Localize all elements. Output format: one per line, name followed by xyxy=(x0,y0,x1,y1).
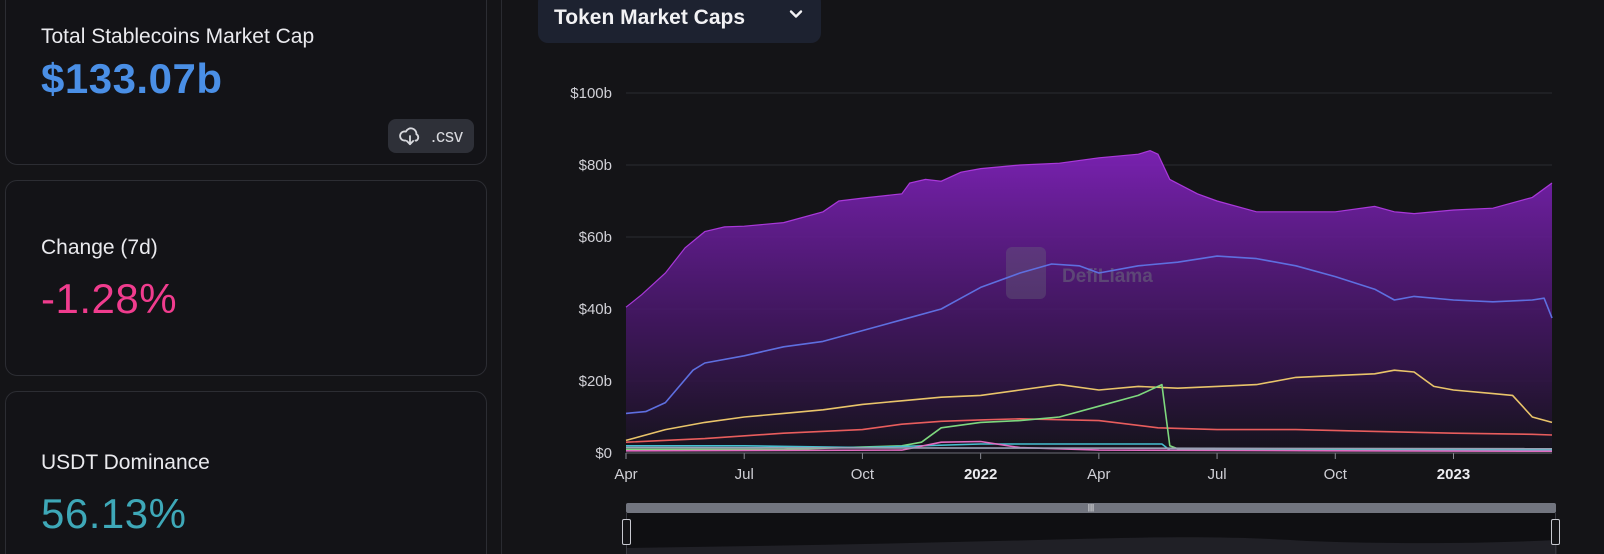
market-cap-card: Total Stablecoins Market Cap $133.07b .c… xyxy=(5,0,487,165)
watermark: DefiLlama xyxy=(1006,247,1153,299)
x-tick-label: Jul xyxy=(1207,466,1226,483)
y-tick-label: $60b xyxy=(579,229,612,246)
series-line-6 xyxy=(625,440,1553,453)
y-tick-label: $0 xyxy=(595,445,612,462)
y-tick-label: $80b xyxy=(579,157,612,174)
x-tick-label: Jul xyxy=(735,466,754,483)
watermark-text: DefiLlama xyxy=(1062,266,1153,287)
date-range-slider[interactable]: ||| xyxy=(622,503,1560,554)
slider-handle-left[interactable] xyxy=(622,519,631,545)
download-csv-button[interactable]: .csv xyxy=(388,119,474,153)
grip-icon: ||| xyxy=(1087,503,1095,512)
y-tick-label: $40b xyxy=(579,301,612,318)
change-7d-value: -1.28% xyxy=(41,275,178,322)
change-7d-label: Change (7d) xyxy=(41,236,158,259)
x-tick-label: 2023 xyxy=(1437,466,1470,483)
defillama-logo-icon xyxy=(1006,247,1046,299)
csv-label: .csv xyxy=(430,125,463,146)
usdt-dominance-label: USDT Dominance xyxy=(41,451,210,474)
x-tick-label: Oct xyxy=(1324,466,1348,483)
market-cap-value: $133.07b xyxy=(41,55,223,102)
stats-column: Total Stablecoins Market Cap $133.07b .c… xyxy=(0,0,490,554)
market-cap-label: Total Stablecoins Market Cap xyxy=(41,25,315,48)
column-divider xyxy=(501,0,502,554)
series-line-4 xyxy=(626,383,1553,451)
x-tick-label: Apr xyxy=(614,466,637,483)
usdt-dominance-value: 56.13% xyxy=(41,490,187,537)
chart-type-dropdown[interactable]: Token Market Caps xyxy=(538,0,821,43)
series-area-0 xyxy=(626,150,1552,453)
series-line-2 xyxy=(625,369,1553,442)
chevron-down-icon xyxy=(789,10,803,18)
x-tick-label: Apr xyxy=(1087,466,1110,483)
y-tick-label: $20b xyxy=(579,373,612,390)
series-line-1 xyxy=(625,255,1553,415)
slider-track xyxy=(626,513,1557,554)
series-line-7 xyxy=(625,446,1553,450)
x-tick-label: 2022 xyxy=(964,466,997,483)
x-tick-label: Oct xyxy=(851,466,875,483)
chart-type-label: Token Market Caps xyxy=(554,5,745,29)
download-cloud-icon xyxy=(399,127,420,146)
slider-preview xyxy=(627,537,1557,554)
slider-drag-bar[interactable]: ||| xyxy=(626,503,1556,513)
slider-handle-right[interactable] xyxy=(1551,519,1560,545)
series-line-3 xyxy=(625,417,1553,443)
series-line-5 xyxy=(626,443,1552,451)
usdt-dominance-card: USDT Dominance 56.13% xyxy=(5,391,487,554)
y-tick-label: $100b xyxy=(570,85,612,102)
series-area-edge-0 xyxy=(625,149,1553,308)
change-7d-card: Change (7d) -1.28% xyxy=(5,180,487,376)
